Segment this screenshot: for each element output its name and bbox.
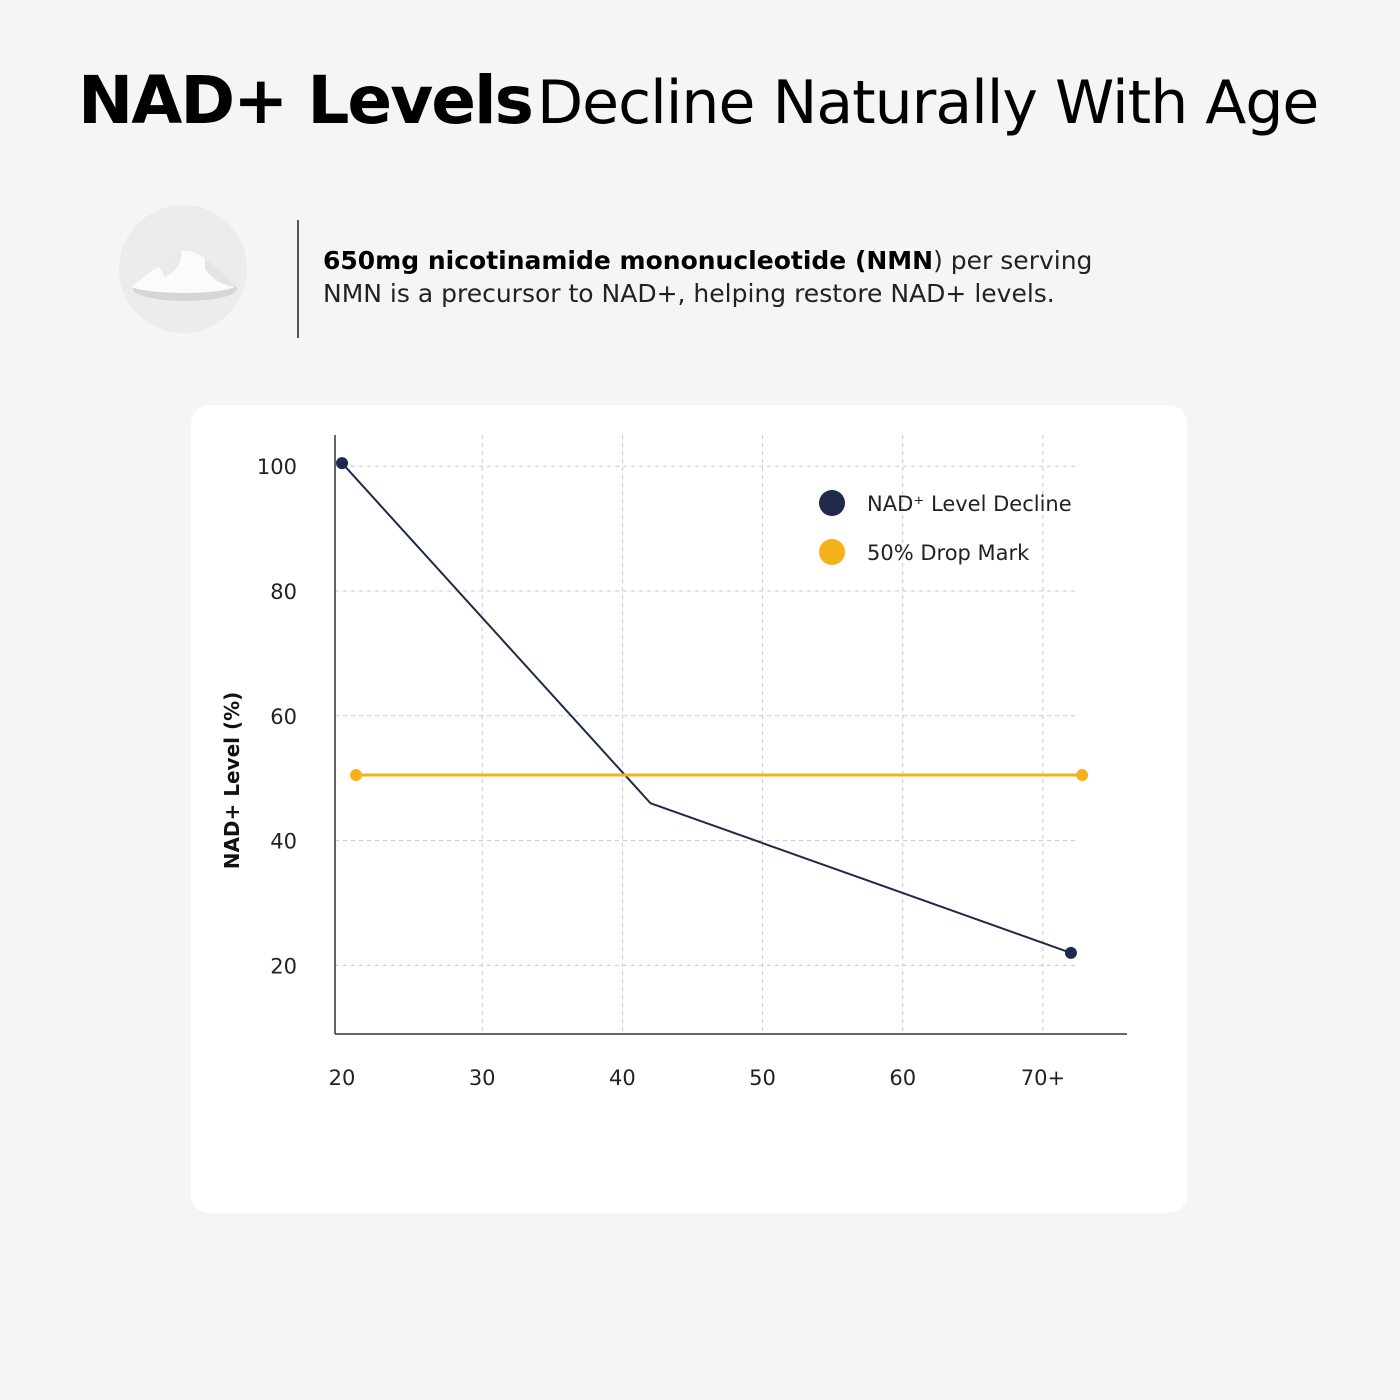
title-bold: NAD+ Levels — [78, 62, 534, 139]
x-tick-label: 30 — [469, 1066, 496, 1090]
x-tick-label: 40 — [609, 1066, 636, 1090]
x-tick-label: 60 — [889, 1066, 916, 1090]
y-tick-label: 40 — [270, 830, 297, 854]
legend-label-2: 50% Drop Mark — [867, 541, 1030, 565]
title-light: Decline Naturally With Age — [536, 68, 1319, 138]
info-line-1-rest: ) per serving — [933, 246, 1093, 275]
series-1-point — [1064, 946, 1077, 959]
x-tick-label: 50 — [749, 1066, 776, 1090]
info-line-1: 650mg nicotinamide mononucleotide (NMN) … — [323, 244, 1092, 277]
page-title: NAD+ Levels Decline Naturally With Age — [78, 68, 1378, 134]
y-tick-label: 100 — [257, 455, 297, 479]
powder-pile-icon — [131, 250, 237, 301]
legend-marker-1 — [819, 490, 845, 516]
y-tick-label: 80 — [270, 580, 297, 604]
series-2-point — [350, 769, 363, 782]
info-line-1-bold: 650mg nicotinamide mononucleotide (NMN — [323, 246, 934, 275]
series-line-1 — [341, 462, 1072, 954]
powder-image — [119, 205, 247, 333]
y-tick-label: 20 — [270, 954, 297, 978]
legend-marker-2 — [819, 539, 845, 565]
info-line-2: NMN is a precursor to NAD+, helping rest… — [323, 279, 1055, 308]
series-1-point — [336, 457, 349, 470]
info-block: 650mg nicotinamide mononucleotide (NMN) … — [323, 244, 1092, 310]
y-axis-title: NAD+ Level (%) — [220, 692, 244, 870]
legend-label-1: NAD⁺ Level Decline — [867, 492, 1072, 516]
series-2-point — [1076, 769, 1089, 782]
x-tick-label: 20 — [329, 1066, 356, 1090]
info-divider — [297, 220, 299, 338]
y-tick-label: 60 — [270, 705, 297, 729]
line-chart: 20 40 60 80 100 20 30 40 50 60 70+ NAD+ Level (%) NA… — [220, 435, 1127, 1090]
chart-card: 20 40 60 80 100 20 30 40 50 60 70+ NAD+ Level (%) NA… — [191, 405, 1187, 1213]
x-tick-label: 70+ — [1021, 1066, 1065, 1090]
